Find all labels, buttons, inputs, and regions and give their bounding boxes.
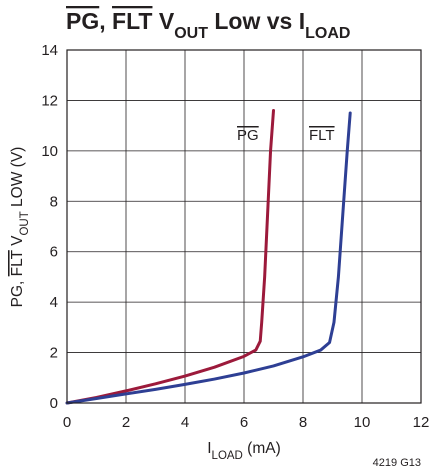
x-label-i: I: [207, 440, 211, 457]
y-tick-label-4: 8: [50, 193, 58, 210]
title-sub-load: LOAD: [305, 25, 350, 42]
series-label-flt: FLT: [309, 127, 335, 144]
title-flt: FLT: [112, 8, 152, 34]
title-sep: ,: [99, 8, 112, 34]
x-tick-label-2: 4: [181, 414, 189, 431]
series-lines: [65, 109, 352, 405]
series-line-flt: [65, 111, 352, 405]
y-tick-label-2: 4: [50, 294, 58, 311]
x-tick-label-3: 6: [240, 414, 248, 431]
x-tick-label-4: 8: [299, 414, 307, 431]
series-line-pg: [65, 109, 275, 405]
chart-title: PG, FLT VOUT Low vs ILOAD: [66, 8, 350, 42]
figure-code: 4219 G13: [373, 457, 421, 469]
x-axis-label: ILOAD (mA): [207, 440, 281, 462]
x-tick-label-6: 12: [413, 414, 430, 431]
y-tick-label-0: 0: [50, 395, 58, 412]
y-tick-label-3: 6: [50, 244, 58, 261]
x-label-sub: LOAD: [212, 450, 243, 462]
y-axis-label: PG, FLT VOUT LOW (V): [9, 147, 31, 308]
y-label-flt: FLT: [9, 249, 26, 276]
y-label-v: V: [9, 235, 26, 250]
title-v: V: [152, 8, 174, 34]
title-low-vs: Low vs I: [208, 8, 305, 34]
title-sub-out: OUT: [174, 25, 208, 42]
y-tick-label-1: 2: [50, 345, 58, 362]
x-tick-label-0: 0: [63, 414, 71, 431]
grid: [67, 50, 421, 403]
tick-labels: 0 2 4 6 8 10 12 0 2 4 6 8 10 12 14: [41, 42, 429, 431]
x-tick-label-1: 2: [122, 414, 130, 431]
y-tick-label-6: 12: [41, 92, 58, 109]
x-label-unit: (mA): [243, 440, 281, 457]
series-label-pg: PG: [237, 127, 259, 144]
y-label-pg: PG,: [9, 276, 26, 307]
plot-frame: [66, 49, 422, 404]
y-tick-label-5: 10: [41, 143, 58, 160]
y-label-sub: OUT: [19, 211, 31, 235]
y-label-rest: LOW (V): [9, 147, 26, 212]
title-pg: PG: [66, 8, 99, 34]
y-tick-label-7: 14: [41, 42, 58, 59]
x-tick-label-5: 10: [354, 414, 371, 431]
